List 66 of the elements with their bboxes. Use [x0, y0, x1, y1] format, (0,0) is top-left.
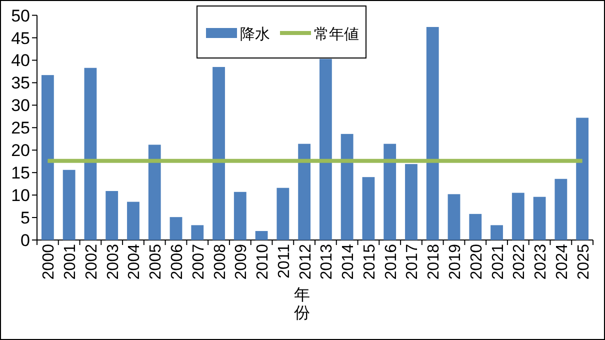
- x-tick-label: 2016: [382, 244, 400, 280]
- bar: [127, 202, 140, 240]
- bar: [41, 75, 54, 240]
- x-tick-label: 2012: [297, 244, 314, 280]
- bar: [276, 188, 290, 240]
- x-tick-label: 2003: [104, 244, 122, 280]
- x-tick-label: 2023: [532, 244, 550, 280]
- bar: [340, 134, 354, 240]
- bar: [405, 164, 418, 240]
- bar: [255, 231, 268, 240]
- x-tick-label: 2006: [169, 244, 186, 280]
- bar: [448, 194, 460, 240]
- y-tick-label: 50: [11, 6, 30, 26]
- x-tick-label: 2022: [511, 244, 528, 280]
- bar: [62, 170, 76, 240]
- x-tick-label: 2017: [404, 244, 422, 280]
- y-tick-label: 25: [11, 118, 30, 138]
- bar: [319, 58, 332, 240]
- x-tick-label: 2007: [190, 244, 208, 280]
- y-tick-label: 20: [11, 141, 30, 160]
- x-tick-label: 2018: [426, 244, 443, 280]
- x-tick-label: 2015: [361, 244, 378, 280]
- x-tick-label: 2011: [276, 244, 293, 278]
- bar: [426, 26, 439, 240]
- bar: [84, 68, 97, 240]
- x-tick-label: 2004: [126, 244, 144, 280]
- y-tick-label: 30: [11, 96, 30, 116]
- y-tick-label: 0: [20, 231, 30, 250]
- y-tick-label: 5: [20, 208, 30, 228]
- bar: [554, 178, 568, 240]
- x-tick-label: 2000: [40, 244, 58, 280]
- x-tick-label: 2019: [447, 244, 464, 280]
- bar: [170, 217, 182, 240]
- bar: [512, 192, 524, 240]
- x-tick-label: 2005: [148, 244, 165, 280]
- x-tick-label: 2020: [468, 244, 486, 280]
- x-tick-label: 2010: [254, 244, 272, 280]
- y-tick-label: 40: [11, 51, 30, 70]
- x-tick-label: 2021: [490, 244, 507, 280]
- bar: [298, 144, 311, 240]
- y-tick-label: 10: [11, 186, 30, 206]
- bar: [469, 214, 482, 240]
- x-tick-label: 2013: [318, 244, 336, 280]
- x-tick-label: 2009: [233, 244, 250, 280]
- y-tick-label: 15: [11, 164, 30, 183]
- bar: [148, 144, 161, 240]
- bar: [384, 144, 396, 240]
- x-tick-label: 2024: [554, 244, 571, 280]
- bar: [362, 177, 375, 240]
- x-tick-label: 2002: [83, 244, 100, 280]
- x-tick-label: 2001: [62, 244, 80, 280]
- y-tick-label: 45: [11, 28, 30, 48]
- bar: [191, 225, 204, 240]
- bar: [106, 191, 118, 240]
- bar: [533, 196, 546, 240]
- bar: [234, 192, 246, 240]
- x-axis-title: 年份: [294, 287, 310, 322]
- x-tick-label: 2025: [575, 244, 592, 280]
- x-tick-label: 2014: [340, 244, 358, 280]
- bar: [490, 225, 503, 240]
- bar: [576, 118, 589, 240]
- legend-label: 降水: [240, 26, 270, 43]
- x-tick-label: 2008: [212, 244, 229, 280]
- bar: [212, 66, 225, 240]
- y-tick-label: 35: [11, 74, 30, 93]
- legend-label: 常年値: [314, 26, 359, 43]
